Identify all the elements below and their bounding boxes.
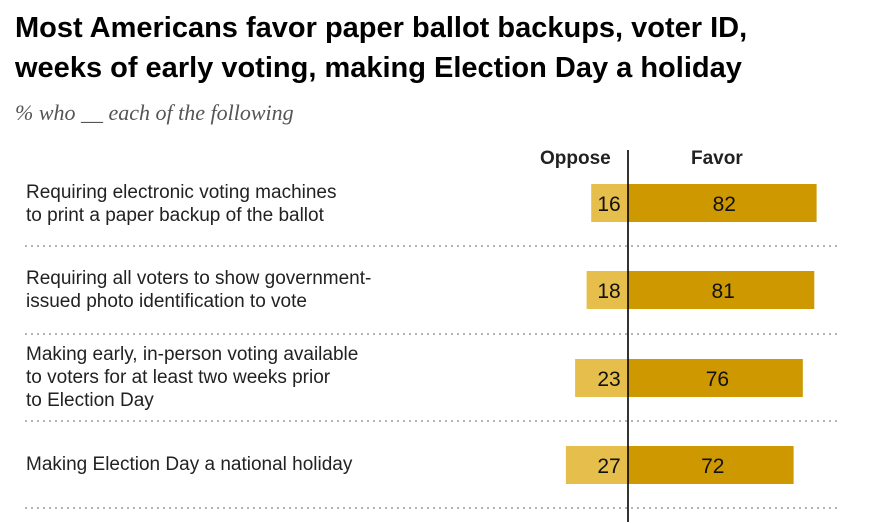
favor-bar	[628, 271, 815, 309]
title-line-2: weeks of early voting, making Election D…	[15, 52, 742, 84]
favor-value-label: 72	[701, 455, 724, 478]
row-label-line: to Election Day	[26, 390, 154, 411]
oppose-value-label: 23	[597, 368, 620, 391]
oppose-value-label: 16	[597, 193, 620, 216]
oppose-value-label: 27	[597, 455, 620, 478]
chart-title: Most Americans favor paper ballot backup…	[15, 8, 865, 88]
row-label-line: Requiring all voters to show government-	[26, 268, 372, 289]
oppose-bar	[591, 184, 628, 222]
favor-column-header: Favor	[691, 148, 743, 169]
favor-bar	[628, 359, 803, 397]
row-label-line: issued photo identification to vote	[26, 291, 307, 312]
favor-value-label: 81	[711, 280, 734, 303]
title-line-1: Most Americans favor paper ballot backup…	[15, 12, 748, 44]
oppose-value-label: 18	[597, 280, 620, 303]
oppose-bar	[575, 359, 628, 397]
row-label-line: Requiring electronic voting machines	[26, 182, 337, 203]
favor-bar	[628, 446, 794, 484]
row-label-line: to voters for at least two weeks prior	[26, 367, 331, 388]
favor-value-label: 82	[713, 193, 736, 216]
oppose-column-header: Oppose	[540, 148, 611, 169]
chart-subtitle: % who __ each of the following	[15, 100, 294, 125]
row-label-line: Making early, in-person voting available	[26, 344, 359, 365]
favor-bar	[628, 184, 817, 222]
oppose-bar	[565, 446, 628, 484]
row-label-line: Making Election Day a national holiday	[26, 454, 353, 475]
row-label-line: to print a paper backup of the ballot	[26, 205, 324, 226]
favor-value-label: 76	[706, 368, 729, 391]
oppose-bar	[586, 271, 628, 309]
